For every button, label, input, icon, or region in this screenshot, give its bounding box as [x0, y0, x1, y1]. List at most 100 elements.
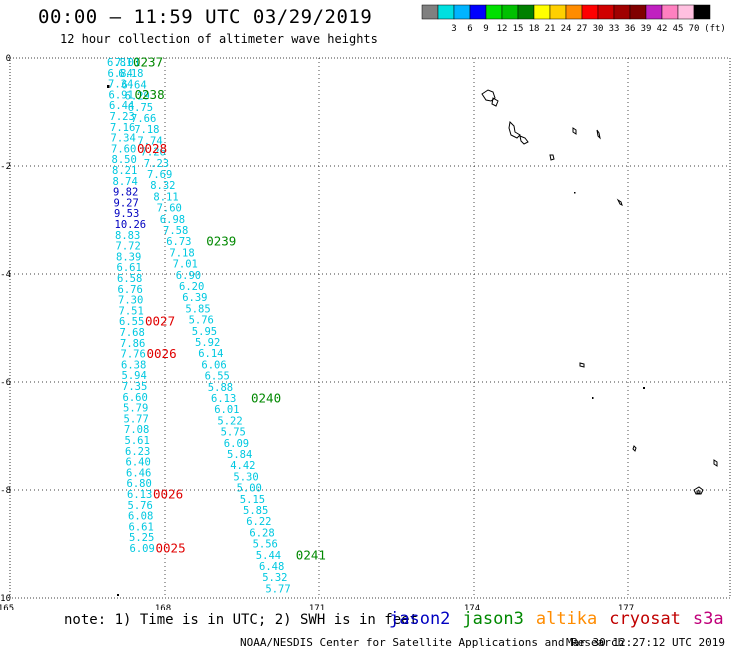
- island: [491, 97, 499, 107]
- wave-height-label: 8.83: [115, 230, 140, 242]
- generated-timestamp: Mar 30 12:27:12 UTC 2019: [566, 636, 725, 649]
- island: [117, 594, 119, 596]
- island: [572, 127, 577, 135]
- lon-tick-label: 174: [464, 604, 480, 610]
- wave-height-label: 8.21: [112, 165, 137, 177]
- island: [592, 397, 594, 399]
- wave-height-label: 6.61: [117, 262, 142, 274]
- lat-tick-label: -6: [0, 378, 11, 388]
- pass-time-label: 0025: [156, 541, 186, 556]
- island: [616, 198, 623, 206]
- wave-height-label: 5.92: [195, 337, 220, 349]
- wave-height-label: 5.79: [123, 403, 148, 415]
- satellite-legend: jason2 jason3 altika cryosat s3a: [389, 609, 736, 629]
- wave-height-label: 6.64: [121, 79, 146, 91]
- pass-time-label: 0027: [145, 314, 175, 329]
- lon-tick-label: 168: [155, 604, 171, 610]
- wave-height-label: 7.68: [120, 327, 145, 339]
- wave-height-label: 6.14: [198, 348, 223, 360]
- map-frame: [9, 57, 731, 599]
- wave-height-label: 8.32: [150, 180, 175, 192]
- pass-time-label: 0026: [153, 487, 183, 502]
- legend-label: 15: [513, 24, 524, 34]
- wave-height-label: 5.84: [227, 449, 252, 461]
- wave-height-label: 5.00: [237, 483, 262, 495]
- page-subtitle: 12 hour collection of altimeter wave hei…: [60, 32, 378, 46]
- color-legend: 3 6 9 12 15 18 21 24 27 30 33 36 39 42 45 70 (ft): [421, 4, 726, 34]
- wave-height-label: 7.16: [110, 122, 135, 134]
- wave-height-label: 6.09: [130, 543, 155, 555]
- wave-height-label: 6.55: [119, 316, 144, 328]
- wave-height-label: 6.76: [118, 284, 143, 296]
- wave-height-label: 6.38: [121, 359, 146, 371]
- island: [579, 362, 585, 368]
- island-outlines: [107, 85, 718, 596]
- legend-label: 24: [561, 24, 572, 34]
- legend-label: 27: [577, 24, 588, 34]
- wave-height-label: 6.29: [125, 91, 150, 103]
- wave-height-label: 7.18: [169, 247, 194, 259]
- wave-height-label: 6.58: [117, 273, 142, 285]
- wave-height-label: 5.32: [262, 572, 287, 584]
- wave-height-label: 6.61: [129, 521, 154, 533]
- wave-height-label: 7.34: [111, 133, 136, 145]
- wave-height-label: 7.69: [147, 169, 172, 181]
- wave-height-label: 6.13: [127, 489, 152, 501]
- island: [696, 490, 701, 494]
- wave-height-label: 6.39: [182, 292, 207, 304]
- wave-height-label: 8.50: [112, 154, 137, 166]
- lat-tick-label: -8: [0, 486, 11, 496]
- legend-label: 12: [497, 24, 508, 34]
- wave-height-label: 7.76: [121, 349, 146, 361]
- wave-height-label: 5.77: [124, 413, 149, 425]
- wave-height-label: 7.18: [134, 124, 159, 136]
- wave-height-label: 7.58: [163, 225, 188, 237]
- wave-height-label: 5.61: [125, 435, 150, 447]
- wave-height-label: 6.20: [179, 281, 204, 293]
- wave-height-label: 6.46: [126, 467, 151, 479]
- island: [481, 89, 496, 102]
- satellite-cryosat: cryosat: [609, 609, 681, 629]
- pass-time-label: 0026: [147, 346, 177, 361]
- wave-height-label: 10.26: [115, 219, 147, 231]
- wave-height-label: 6.18: [118, 68, 143, 80]
- wave-height-label: 7.60: [157, 203, 182, 215]
- wave-height-label: 5.77: [265, 583, 290, 595]
- island: [596, 129, 601, 140]
- pass-time-label: 0239: [206, 234, 236, 249]
- wave-height-label: 7.26: [141, 147, 166, 159]
- pass-time-label: 0028: [137, 141, 167, 156]
- wave-height-label: 6.75: [128, 102, 153, 114]
- wave-height-label: 9.53: [114, 208, 139, 220]
- legend-label: 18: [529, 24, 540, 34]
- wave-height-label: 5.15: [240, 494, 265, 506]
- wave-height-label: 7.66: [131, 113, 156, 125]
- footer-note: note: 1) Time is in UTC; 2) SWH is in fe…: [64, 612, 419, 628]
- pass-time-label: 0241: [296, 547, 326, 562]
- legend-label: 70: [689, 24, 700, 34]
- wave-height-label: 6.48: [259, 561, 284, 573]
- wave-height-label: 6.28: [249, 527, 274, 539]
- island: [574, 192, 576, 194]
- island: [549, 154, 555, 161]
- wave-height-label: 4.42: [230, 460, 255, 472]
- wave-height-label: 5.56: [253, 539, 278, 551]
- legend-label: 21: [545, 24, 556, 34]
- credit-line: NOAA/NESDIS Center for Satellite Applica…: [240, 636, 625, 649]
- legend-swatch: [693, 4, 711, 20]
- island: [508, 120, 521, 139]
- wave-height-label: 9.27: [114, 197, 139, 209]
- wave-height-label: 5.85: [185, 303, 210, 315]
- legend-label: 45: [673, 24, 684, 34]
- lon-tick-label: 177: [618, 604, 634, 610]
- wave-height-label: 6.98: [160, 214, 185, 226]
- wave-height-label: 8.74: [113, 176, 138, 188]
- wave-height-label: 6.09: [224, 438, 249, 450]
- legend-label: 30: [593, 24, 604, 34]
- island: [643, 387, 645, 389]
- legend-label: 33: [609, 24, 620, 34]
- wave-height-label: 6.60: [123, 392, 148, 404]
- wave-height-label: 7.30: [118, 295, 143, 307]
- wave-height-label: 6.22: [246, 516, 271, 528]
